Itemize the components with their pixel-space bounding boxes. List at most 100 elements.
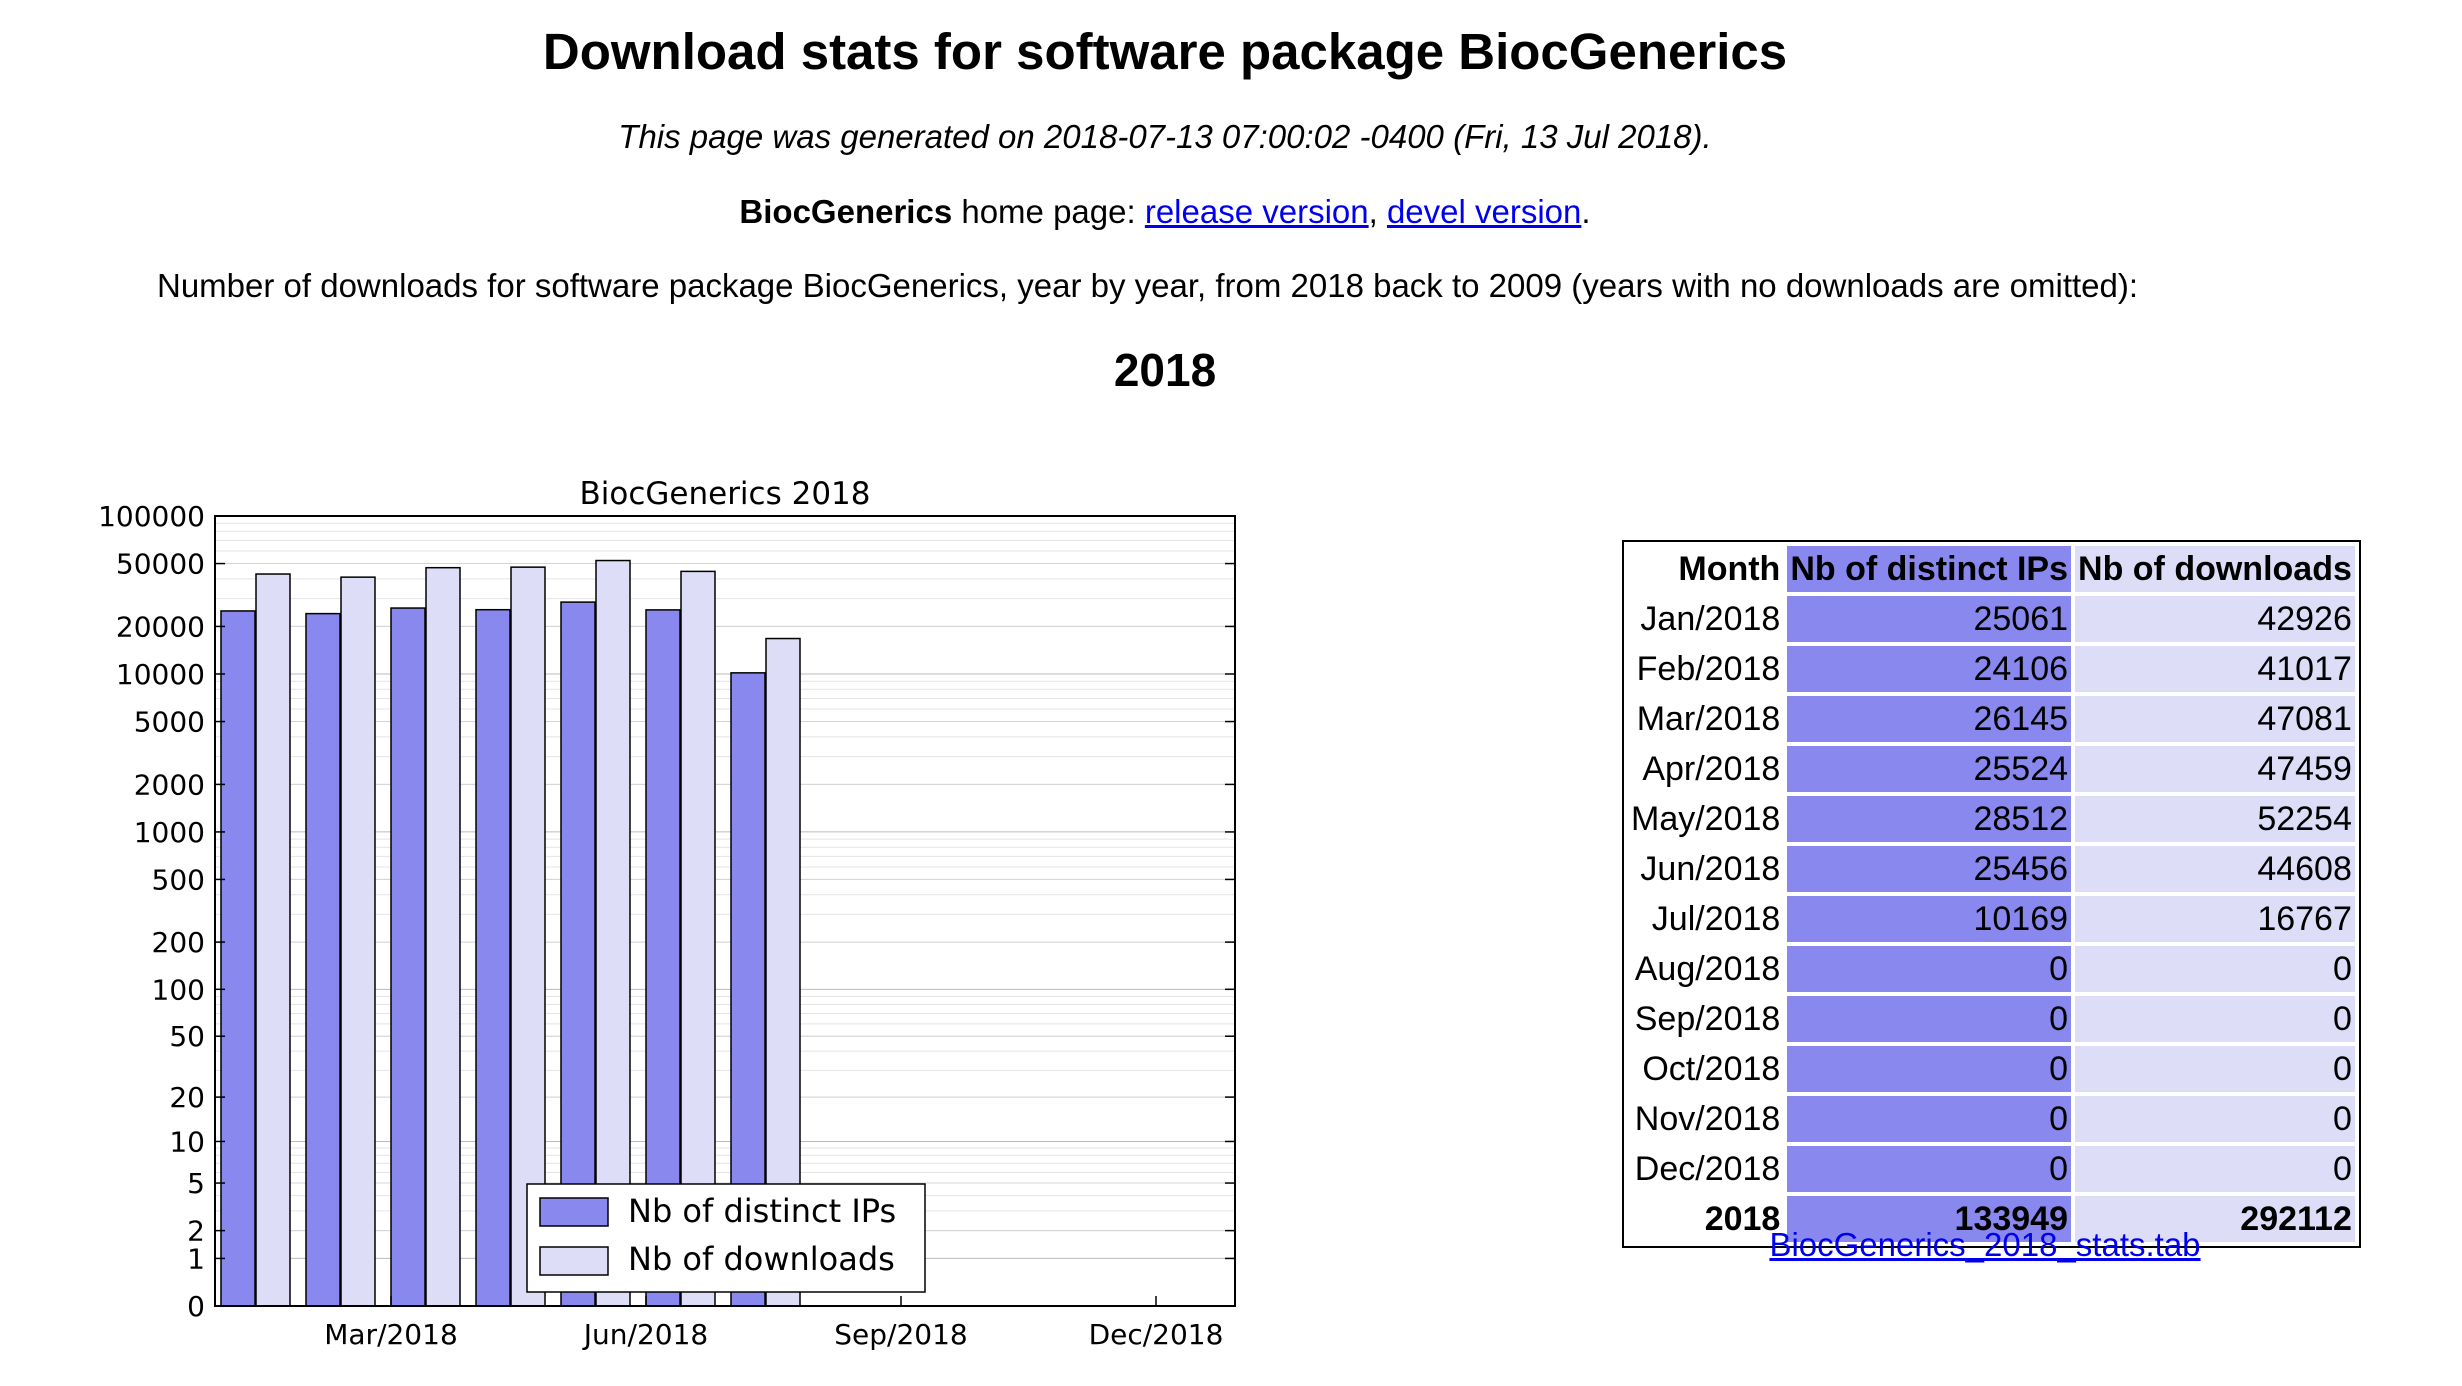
table-row: May/2018 28512 52254 — [1628, 796, 2355, 842]
home-page-text: home page: — [952, 193, 1145, 230]
cell-month: Feb/2018 — [1636, 649, 1781, 688]
cell-month: Dec/2018 — [1634, 1149, 1781, 1188]
cell-downloads: 0 — [2075, 1096, 2355, 1142]
release-version-link[interactable]: release version — [1144, 193, 1369, 230]
stats-table: Month Nb of distinct IPs Nb of downloads… — [1622, 540, 2361, 1248]
downloads-bar-chart: 1000005000020000100005000200010005002001… — [98, 476, 1236, 1350]
y-tick-label: 20 — [169, 1081, 205, 1114]
cell-ips: 133949 — [1787, 1196, 2072, 1242]
bar-downloads — [510, 566, 546, 1307]
y-axis-ticks: 1000005000020000100005000200010005002001… — [98, 500, 1235, 1323]
legend-swatch-downloads — [539, 1246, 609, 1276]
table-row: Feb/2018 24106 41017 — [1628, 646, 2355, 692]
page-title: Download stats for software package Bioc… — [542, 23, 1788, 80]
cell-downloads: 42926 — [2075, 596, 2355, 642]
y-tick-label: 10000 — [116, 658, 205, 691]
table-row: Apr/2018 25524 47459 — [1628, 746, 2355, 792]
cell-ips: 25524 — [1787, 746, 2072, 792]
cell-downloads: 47081 — [2075, 696, 2355, 742]
cell-month: Mar/2018 — [1636, 699, 1781, 738]
bar-ips — [475, 608, 511, 1307]
cell-ips: 0 — [1787, 1096, 2072, 1142]
y-tick-label: 20000 — [116, 610, 205, 643]
cell-downloads: 52254 — [2075, 796, 2355, 842]
table-row: Aug/2018 0 0 — [1628, 946, 2355, 992]
plot-frame — [214, 515, 1236, 1307]
x-tick-label: Dec/2018 — [1089, 1318, 1224, 1350]
table-row: Mar/2018 26145 47081 — [1628, 696, 2355, 742]
cell-downloads: 41017 — [2075, 646, 2355, 692]
cell-ips: 10169 — [1787, 896, 2072, 942]
y-tick-label: 500 — [152, 863, 205, 896]
cell-downloads: 44608 — [2075, 846, 2355, 892]
table-row: Oct/2018 0 0 — [1628, 1046, 2355, 1092]
cell-ips: 28512 — [1787, 796, 2072, 842]
cell-month: Nov/2018 — [1634, 1099, 1781, 1138]
legend-label-ips: Nb of distinct IPs — [628, 1192, 896, 1230]
stats-tab-download-link[interactable]: BiocGenerics_2018_stats.tab — [1769, 1226, 2201, 1263]
y-tick-label: 1 — [187, 1242, 205, 1275]
cell-ips: 25061 — [1787, 596, 2072, 642]
cell-ips: 0 — [1787, 946, 2072, 992]
cell-ips: 0 — [1787, 996, 2072, 1042]
cell-downloads: 0 — [2075, 996, 2355, 1042]
y-tick-label: 50 — [169, 1020, 205, 1053]
y-tick-label: 100000 — [98, 500, 205, 533]
y-tick-label: 200 — [152, 926, 205, 959]
intro-text: Number of downloads for software package… — [157, 267, 2139, 304]
cell-ips: 26145 — [1787, 696, 2072, 742]
bar-downloads — [255, 573, 291, 1307]
cell-month: Apr/2018 — [1642, 749, 1781, 788]
x-axis-ticks: Mar/2018 Jun/2018 Sep/2018 Dec/2018 — [324, 1296, 1223, 1350]
y-tick-label: 100 — [152, 973, 205, 1006]
cell-month: Jul/2018 — [1651, 899, 1781, 938]
cell-downloads: 47459 — [2075, 746, 2355, 792]
col-header-month: Month — [1678, 549, 1781, 588]
col-header-downloads: Nb of downloads — [2075, 546, 2355, 592]
link-separator: , — [1368, 193, 1387, 230]
cell-month: May/2018 — [1631, 799, 1781, 838]
cell-ips: 0 — [1787, 1146, 2072, 1192]
cell-month: Sep/2018 — [1634, 999, 1781, 1038]
y-tick-label: 1000 — [134, 816, 205, 849]
cell-ips: 25456 — [1787, 846, 2072, 892]
table-row: Sep/2018 0 0 — [1628, 996, 2355, 1042]
cell-month: 2018 — [1704, 1199, 1781, 1238]
devel-version-link[interactable]: devel version — [1386, 193, 1582, 230]
bar-downloads — [425, 566, 461, 1307]
cell-downloads: 16767 — [2075, 896, 2355, 942]
chart-title: BiocGenerics 2018 — [579, 476, 870, 512]
cell-ips: 0 — [1787, 1046, 2072, 1092]
cell-month: Jan/2018 — [1640, 599, 1781, 638]
table-row: Jun/2018 25456 44608 — [1628, 846, 2355, 892]
y-tick-label: 0 — [187, 1290, 205, 1323]
col-header-ips: Nb of distinct IPs — [1787, 546, 2072, 592]
cell-downloads: 0 — [2075, 1146, 2355, 1192]
x-tick-label: Mar/2018 — [324, 1318, 458, 1350]
line-end-period: . — [1581, 193, 1591, 230]
y-tick-label: 50000 — [116, 548, 205, 581]
chart-legend: Nb of distinct IPs Nb of downloads — [526, 1183, 926, 1293]
stats-table-container: Month Nb of distinct IPs Nb of downloads… — [1622, 540, 2361, 1248]
y-tick-label: 10 — [169, 1125, 205, 1158]
table-row: Jul/2018 10169 16767 — [1628, 896, 2355, 942]
table-row: Jan/2018 25061 42926 — [1628, 596, 2355, 642]
generated-timestamp: This page was generated on 2018-07-13 07… — [618, 118, 1712, 155]
legend-label-downloads: Nb of downloads — [628, 1240, 895, 1278]
y-tick-label: 5 — [187, 1167, 205, 1200]
y-tick-label: 2 — [187, 1215, 205, 1248]
bar-ips — [305, 612, 341, 1307]
cell-month: Aug/2018 — [1634, 949, 1781, 988]
cell-downloads: 0 — [2075, 946, 2355, 992]
legend-swatch-ips — [539, 1197, 609, 1227]
bar-downloads — [340, 576, 376, 1307]
x-tick-label: Sep/2018 — [834, 1318, 967, 1350]
cell-month: Oct/2018 — [1642, 1049, 1781, 1088]
home-page-line: BiocGenerics home page: release version,… — [0, 193, 2330, 231]
bar-ips — [390, 607, 426, 1307]
cell-downloads: 292112 — [2075, 1196, 2355, 1242]
chart-grid — [215, 515, 1235, 1307]
table-total-row: 2018 133949 292112 — [1628, 1196, 2355, 1242]
y-tick-label: 5000 — [134, 706, 205, 739]
bar-downloads — [595, 559, 631, 1307]
